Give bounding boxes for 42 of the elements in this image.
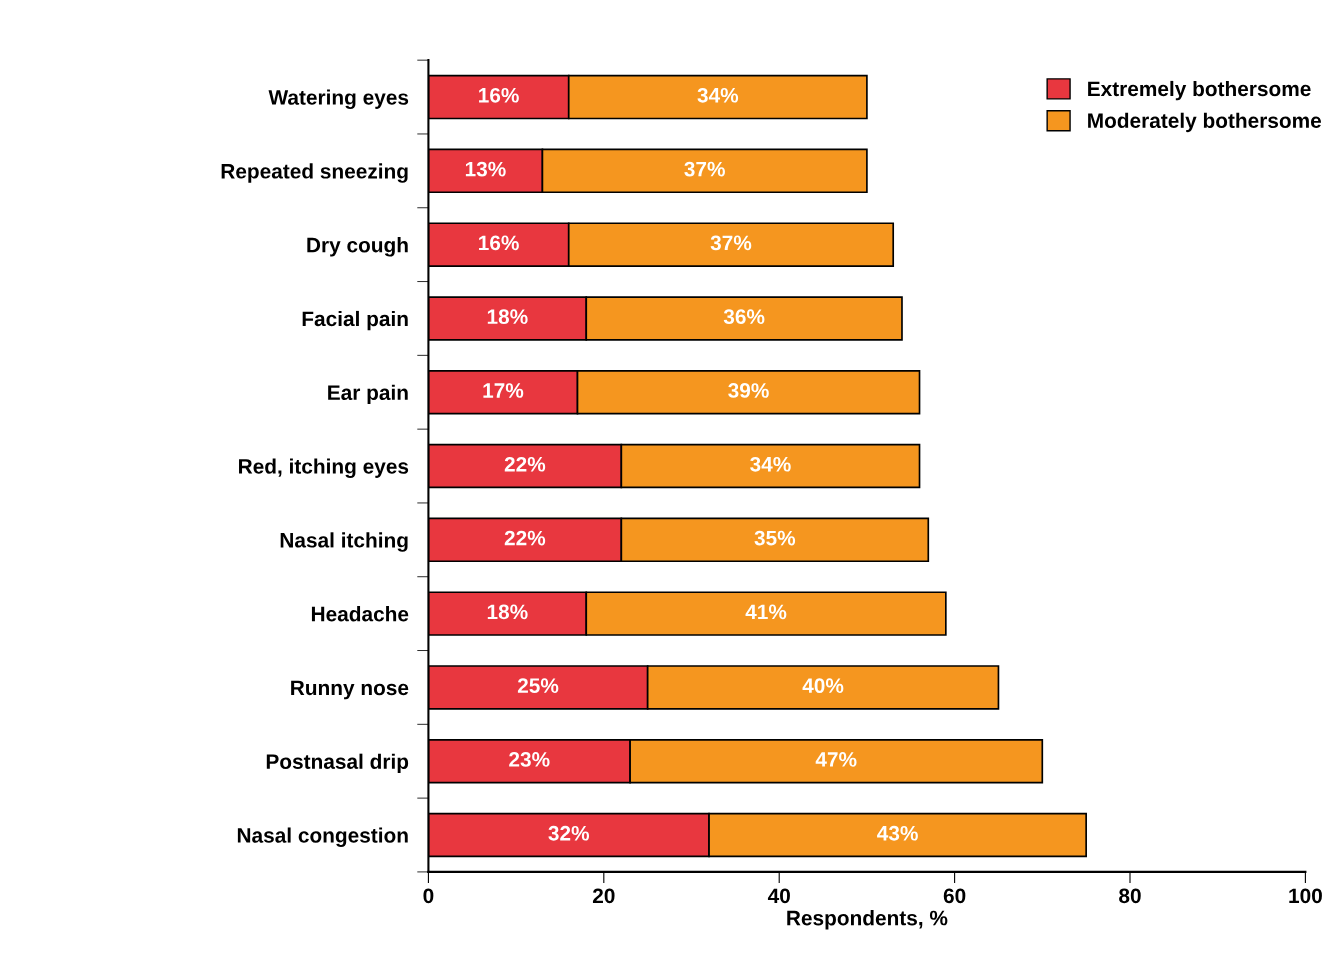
data-label: 37% (710, 235, 752, 251)
x-tick-label: 80 (1119, 888, 1141, 904)
data-label: 32% (548, 825, 590, 841)
data-label: 40% (802, 678, 844, 694)
data-label: 16% (479, 87, 519, 103)
data-label: 37% (684, 161, 725, 177)
y-tick-label: Nasal congestion (237, 827, 408, 847)
data-label: 47% (815, 752, 857, 767)
x-tick-label: 20 (592, 888, 615, 904)
data-label: 36% (723, 309, 765, 325)
data-label: 34% (750, 456, 791, 472)
x-tick-label: 40 (767, 888, 790, 904)
y-tick-label: Runny nose (291, 680, 409, 700)
data-label: 34% (697, 87, 739, 103)
data-label: 41% (745, 604, 787, 620)
data-label: 18% (487, 604, 528, 620)
data-label: 23% (509, 752, 550, 767)
data-label: 13% (465, 161, 506, 177)
y-tick-label: Repeated sneezing (221, 163, 408, 183)
x-tick-label: 100 (1289, 888, 1322, 904)
y-tick-label: Headache (311, 606, 409, 622)
x-tick-label: 0 (423, 888, 434, 904)
y-tick-label: Red, itching eyes (239, 458, 409, 478)
data-label: 43% (877, 825, 918, 841)
y-tick-label: Ear pain (328, 384, 408, 405)
y-tick-label: Dry cough (307, 237, 408, 257)
data-label: 16% (479, 235, 519, 251)
x-tick-label: 60 (943, 888, 966, 904)
legend-label: Moderately bothersome (1088, 112, 1322, 133)
data-label: 35% (754, 530, 796, 546)
data-label: 17% (483, 383, 524, 398)
y-tick-label: Watering eyes (268, 89, 409, 110)
data-label: 22% (504, 530, 546, 546)
data-label: 18% (487, 309, 528, 325)
data-label: 22% (504, 456, 546, 472)
y-tick-label: Postnasal drip (266, 753, 409, 774)
data-label: 39% (728, 383, 769, 398)
y-tick-label: Facial pain (302, 310, 408, 331)
x-axis-title: Respondents, % (787, 910, 948, 930)
data-label: 25% (517, 678, 559, 694)
y-tick-label: Nasal itching (280, 532, 408, 552)
legend-label: Extremely bothersome (1088, 80, 1311, 101)
